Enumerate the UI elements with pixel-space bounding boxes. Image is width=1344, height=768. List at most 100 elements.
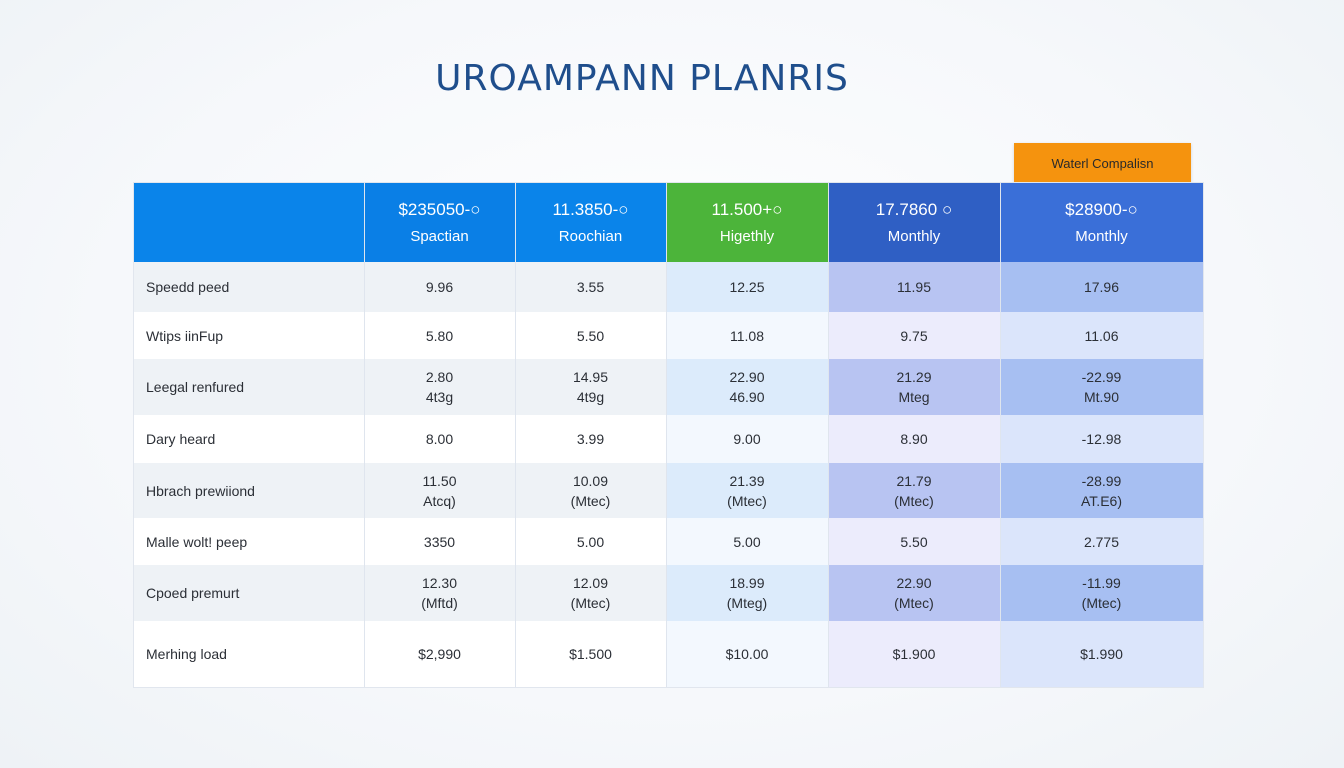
table-cell: 12.25 <box>666 262 828 312</box>
table-cell: 11.95 <box>828 262 1000 312</box>
header-blank <box>134 183 364 262</box>
table-cell: 3350 <box>364 518 515 565</box>
column-divider <box>515 183 516 687</box>
cell-value: 8.90 <box>900 431 928 447</box>
table-cell: -22.99 Mt.90 <box>1000 359 1203 415</box>
row-label: Merhing load <box>134 621 364 687</box>
row-label: Speedd peed <box>134 262 364 312</box>
plan-price: 17.7860 ○ <box>875 200 953 219</box>
plan-header[interactable]: 11.500+○ Higethly <box>666 183 828 262</box>
plan-header[interactable]: 11.3850-○ Roochian <box>515 183 666 262</box>
cell-subvalue: AT.E6) <box>1081 492 1122 509</box>
cell-value: 9.75 <box>900 327 928 344</box>
table-cell: 11.06 <box>1000 312 1203 359</box>
cell-subvalue: Atcq) <box>423 492 456 509</box>
cell-subvalue: Mt.90 <box>1083 389 1119 405</box>
cell-subvalue: (Mtec) <box>570 595 611 611</box>
cell-value: $1.990 <box>1080 646 1123 662</box>
cell-value: 18.99 <box>729 575 765 591</box>
table-cell: 10.09 (Mtec) <box>515 463 666 518</box>
column-divider <box>666 183 667 687</box>
table-cell: 8.90 <box>828 415 1000 463</box>
cell-value: 12.09 <box>572 575 609 591</box>
table-cell: 5.50 <box>515 312 666 359</box>
table-cell: 22.90 46.90 <box>666 359 828 415</box>
table-cell: 18.99 (Mteg) <box>666 565 828 621</box>
row-label: Dary heard <box>134 415 364 463</box>
table-cell: 21.29 Mteg <box>828 359 1000 415</box>
table-cell: -28.99 AT.E6) <box>1000 463 1203 518</box>
table-cell: $1.500 <box>515 621 666 687</box>
cell-value: 3.99 <box>576 431 605 447</box>
table-cell: 14.95 4t9g <box>515 359 666 415</box>
table-cell: 17.96 <box>1000 262 1203 312</box>
cell-value: $1.500 <box>569 646 612 662</box>
table-cell: $2,990 <box>364 621 515 687</box>
row-label: Hbrach prewiiond <box>134 463 364 518</box>
cell-value: 5.00 <box>576 533 605 550</box>
table-cell: $1.990 <box>1000 621 1203 687</box>
cell-value: -12.98 <box>1081 431 1122 447</box>
cell-subvalue: (Mtec) <box>570 492 611 509</box>
plan-header[interactable]: $28900-○ Monthly <box>1000 183 1203 262</box>
cell-subvalue: (Mtec) <box>727 492 767 509</box>
cell-value: $10.00 <box>725 646 769 662</box>
cell-subvalue: (Mftd) <box>421 595 458 611</box>
cell-value: 5.80 <box>425 327 454 344</box>
cell-value: 22.90 <box>729 369 765 385</box>
table-cell: $10.00 <box>666 621 828 687</box>
cell-value: -11.99 <box>1082 575 1121 591</box>
cell-value: 21.79 <box>896 472 932 489</box>
plan-price: 11.3850-○ <box>552 200 629 219</box>
table-cell: 11.08 <box>666 312 828 359</box>
plan-comparison-table: Speedd peed Wtips iinFup Leegal renfured Da… <box>134 183 1203 687</box>
table-cell: -11.99 (Mtec) <box>1000 565 1203 621</box>
cell-value: 11.06 <box>1084 327 1119 344</box>
column-divider <box>1000 183 1001 687</box>
cell-value: 11.08 <box>730 327 764 344</box>
table-cell: 2.80 4t3g <box>364 359 515 415</box>
cell-value: 12.25 <box>729 279 765 295</box>
plan-period: Monthly <box>887 228 941 245</box>
plan-column: $28900-○ Monthly 17.96 11.06 -22.99 Mt.90 -12.… <box>1000 183 1203 687</box>
plan-period: Monthly <box>1075 228 1128 245</box>
table-cell: 9.75 <box>828 312 1000 359</box>
plan-header[interactable]: 17.7860 ○ Monthly <box>828 183 1000 262</box>
cell-subvalue: 4t9g <box>576 389 605 405</box>
cell-value: 21.29 <box>896 369 932 385</box>
table-cell: -12.98 <box>1000 415 1203 463</box>
cell-value: $2,990 <box>418 646 461 662</box>
cell-value: $1.900 <box>892 646 936 662</box>
cell-value: 3.55 <box>576 279 605 295</box>
table-cell: 11.50 Atcq) <box>364 463 515 518</box>
column-divider <box>364 183 365 687</box>
plan-period: Spactian <box>410 228 469 245</box>
table-cell: 9.00 <box>666 415 828 463</box>
plan-column: 17.7860 ○ Monthly 11.95 9.75 21.29 Mteg 8.90 21… <box>828 183 1000 687</box>
plan-price: $28900-○ <box>1065 200 1138 219</box>
compare-tab-button[interactable]: Waterl Compalisn <box>1014 143 1191 183</box>
table-cell: 3.55 <box>515 262 666 312</box>
table-cell: 9.96 <box>364 262 515 312</box>
cell-value: 12.30 <box>421 575 458 591</box>
table-cell: 21.79 (Mtec) <box>828 463 1000 518</box>
plan-column: 11.500+○ Higethly 12.25 11.08 22.90 46.90 9.00… <box>666 183 828 687</box>
cell-subvalue: (Mteg) <box>726 595 768 611</box>
cell-value: 11.95 <box>897 279 931 295</box>
cell-value: 5.50 <box>900 533 928 550</box>
plan-price: $235050-○ <box>398 200 481 219</box>
plan-period: Higethly <box>719 228 775 245</box>
cell-value: 9.96 <box>425 279 454 295</box>
cell-subvalue: 46.90 <box>729 389 765 405</box>
cell-value: 3350 <box>423 533 456 550</box>
table-cell: 5.00 <box>666 518 828 565</box>
cell-value: -28.99 <box>1081 472 1122 489</box>
plan-column: $235050-○ Spactian 9.96 5.80 2.80 4t3g 8.00 11.… <box>364 183 515 687</box>
plan-header[interactable]: $235050-○ Spactian <box>364 183 515 262</box>
cell-value: 8.00 <box>425 431 454 447</box>
cell-value: 5.50 <box>576 327 605 344</box>
cell-value: 9.00 <box>733 431 761 447</box>
cell-value: 5.00 <box>733 533 761 550</box>
row-label: Wtips iinFup <box>134 312 364 359</box>
table-cell: 5.50 <box>828 518 1000 565</box>
